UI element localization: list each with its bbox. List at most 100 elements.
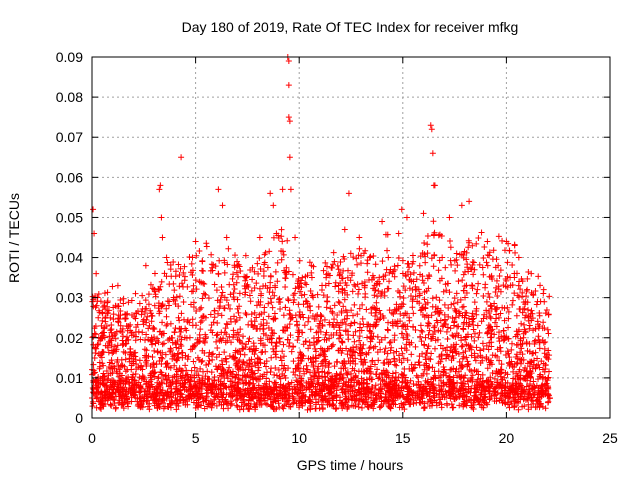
data-point: [369, 357, 376, 364]
data-point: [255, 364, 262, 371]
data-point: [410, 323, 417, 330]
data-point: [275, 234, 282, 241]
data-point: [484, 238, 491, 245]
data-point: [534, 355, 541, 362]
data-point: [473, 240, 480, 247]
data-point: [491, 300, 498, 307]
data-point: [268, 339, 275, 346]
data-point: [365, 276, 372, 283]
data-point: [176, 271, 183, 278]
data-point: [412, 327, 419, 334]
data-point: [530, 378, 537, 385]
data-point: [461, 401, 468, 408]
data-point: [90, 206, 97, 213]
data-point: [189, 316, 196, 323]
data-point: [494, 389, 501, 396]
data-point: [253, 345, 260, 352]
data-point: [164, 259, 171, 266]
data-point: [421, 240, 428, 247]
data-point: [125, 380, 132, 387]
y-tick-label: 0.02: [56, 330, 83, 346]
data-point: [158, 331, 165, 338]
data-point: [459, 364, 466, 371]
data-point: [407, 271, 414, 278]
data-point: [358, 327, 365, 334]
data-point: [418, 327, 425, 334]
data-point: [354, 261, 361, 268]
data-point: [365, 365, 372, 372]
data-point: [201, 379, 208, 386]
data-point: [460, 252, 467, 259]
data-point: [493, 305, 500, 312]
x-axis-title: GPS time / hours: [297, 457, 404, 473]
data-point: [194, 393, 201, 400]
data-point: [114, 342, 121, 349]
data-point: [406, 285, 413, 292]
data-point: [499, 376, 506, 383]
data-point: [493, 367, 500, 374]
data-point: [146, 406, 153, 413]
data-point: [437, 396, 444, 403]
data-point: [161, 397, 168, 404]
data-point: [481, 311, 488, 318]
data-point: [341, 358, 348, 365]
data-point: [376, 274, 383, 281]
data-point: [320, 267, 327, 274]
data-point: [315, 303, 322, 310]
data-point: [371, 292, 378, 299]
data-point: [247, 403, 254, 410]
data-point: [431, 182, 438, 189]
data-point: [444, 336, 451, 343]
data-point: [344, 368, 351, 375]
data-point: [226, 333, 233, 340]
data-point: [197, 390, 204, 397]
data-point: [271, 406, 278, 413]
data-point: [415, 378, 422, 385]
data-point: [91, 330, 98, 337]
data-point: [479, 378, 486, 385]
data-point: [209, 356, 216, 363]
data-point: [108, 357, 115, 364]
data-point: [92, 350, 99, 357]
data-point: [223, 400, 230, 407]
data-point: [450, 355, 457, 362]
data-point: [380, 359, 387, 366]
data-point: [499, 237, 506, 244]
data-point: [134, 402, 141, 409]
data-point: [203, 393, 210, 400]
data-point: [406, 339, 413, 346]
data-point: [158, 303, 165, 310]
data-point: [287, 332, 294, 339]
data-point: [133, 310, 140, 317]
data-point: [531, 338, 538, 345]
data-point: [219, 289, 226, 296]
data-point: [387, 338, 394, 345]
data-point: [340, 374, 347, 381]
data-point: [289, 271, 296, 278]
data-point: [502, 369, 509, 376]
data-point: [263, 369, 270, 376]
data-point: [246, 360, 253, 367]
data-point: [500, 327, 507, 334]
data-point: [484, 251, 491, 258]
data-point: [354, 379, 361, 386]
data-point: [226, 352, 233, 359]
data-point: [138, 363, 145, 370]
data-point: [215, 385, 222, 392]
data-point: [357, 345, 364, 352]
data-point: [223, 331, 230, 338]
data-point: [447, 347, 454, 354]
data-point: [545, 385, 552, 392]
data-point: [106, 338, 113, 345]
data-point: [455, 323, 462, 330]
data-point: [195, 387, 202, 394]
data-point: [446, 289, 453, 296]
data-point: [157, 368, 164, 375]
data-point: [409, 296, 416, 303]
data-point: [312, 388, 319, 395]
data-point: [485, 378, 492, 385]
data-point: [159, 302, 166, 309]
data-point: [392, 319, 399, 326]
data-point: [246, 292, 253, 299]
data-point: [145, 394, 152, 401]
